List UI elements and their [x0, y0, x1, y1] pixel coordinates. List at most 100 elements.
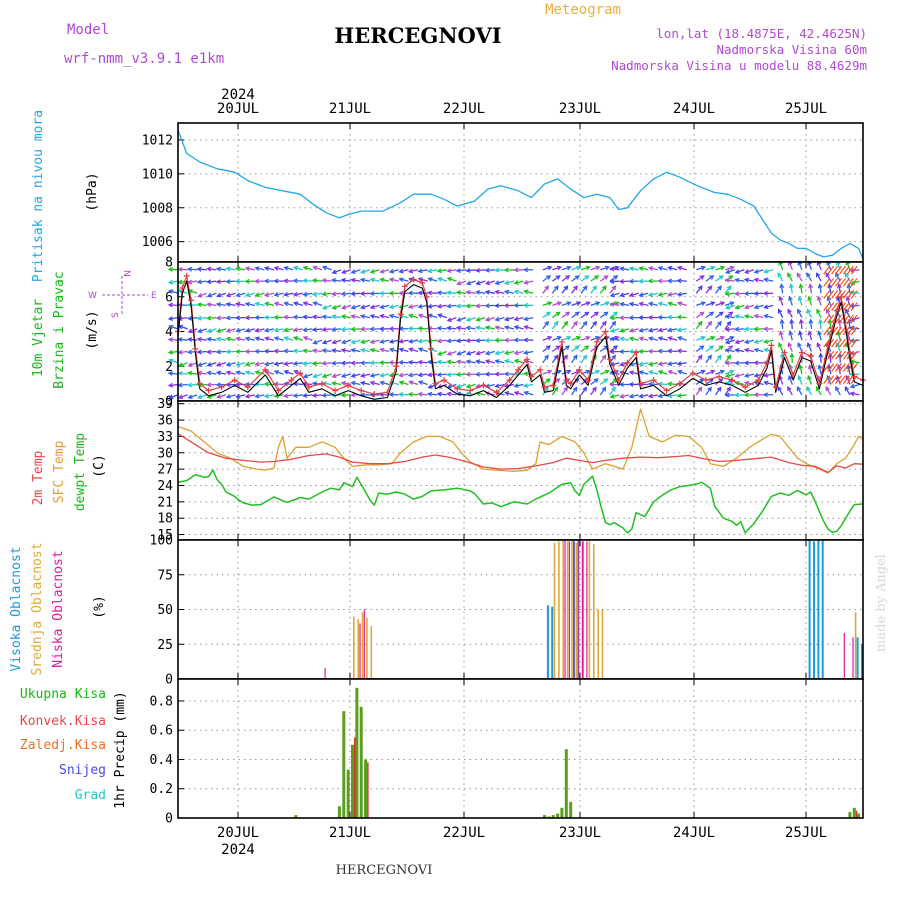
wind-arrow-head [522, 302, 528, 308]
wind-speed-marker [716, 373, 723, 380]
total-precip-bar [569, 801, 573, 818]
wind-arrow-head [710, 369, 716, 375]
wind-arrow-head [657, 314, 663, 320]
wind-arrow-head [292, 393, 298, 399]
wind-arrow [590, 301, 600, 307]
wind-arrow-head [273, 292, 279, 297]
precip-background [178, 679, 863, 818]
wind-arrow-head [638, 278, 644, 284]
wind-arrow [629, 328, 639, 332]
wind-arrow [380, 269, 390, 273]
wind-arrow-head [455, 371, 461, 377]
wind-arrow-head [743, 339, 750, 345]
wind-arrow-head [609, 361, 615, 367]
wind-arrow-head [584, 311, 590, 317]
wind-arrow [456, 304, 467, 308]
wind-arrow-head [609, 336, 615, 342]
wind-arrow-head [206, 266, 212, 272]
wind-arrow-head [576, 335, 582, 341]
wind-arrow-head [513, 289, 519, 295]
wind-arrow-head [523, 280, 529, 285]
wind-arrow-strong [827, 277, 835, 287]
wind-arrow-head [788, 295, 793, 301]
wind-arrow-head [340, 326, 346, 332]
wind-arrow-head [369, 339, 375, 344]
wind-arrow [274, 266, 284, 271]
wind-arrow-strong [838, 338, 846, 348]
wind-arrow-head [379, 372, 385, 378]
wind-arrow-head [676, 291, 682, 297]
wind-arrow [351, 279, 361, 282]
wind-arrow [476, 339, 486, 342]
wind-arrow [207, 280, 217, 283]
wind-arrow [284, 350, 294, 353]
wind-arrow-head [676, 314, 682, 320]
wind-arrow-strong [838, 326, 846, 336]
wind-arrow-head [744, 269, 750, 274]
wind-arrow [322, 349, 332, 353]
wind-arrow-head [807, 374, 812, 381]
wind-arrow [284, 383, 294, 386]
wind-arrow-head [484, 337, 490, 343]
wind-arrow [236, 292, 246, 297]
wind-arrow-head [292, 348, 298, 354]
wind-arrow [236, 267, 246, 271]
wind-arrow-strong [835, 326, 842, 336]
wind-tick-label: 2 [165, 360, 173, 375]
wind-arrow-head [763, 339, 769, 344]
wind-arrow-head [522, 337, 528, 343]
wind-arrow-head [379, 339, 385, 344]
wind-arrow [787, 309, 793, 318]
wind-arrow-head [522, 267, 528, 273]
wind-arrow-head [604, 301, 611, 306]
wind-arrow-head [849, 325, 855, 331]
wind-arrow [169, 359, 179, 364]
wind-arrow [303, 279, 313, 282]
wind-arrow [825, 386, 832, 396]
high-cloud-bar [861, 644, 863, 680]
wind-arrow-head [417, 313, 424, 319]
wind-arrow-head [647, 393, 654, 399]
wind-arrow-head [311, 360, 317, 366]
cloud-tick-label: 0 [165, 673, 173, 688]
wind-arrow-head [302, 278, 308, 284]
compass-east: E [151, 291, 157, 301]
wind-arrow [226, 394, 236, 398]
wind-arrow [437, 304, 447, 308]
cloud-tick-label: 75 [157, 568, 173, 583]
wind-speed-marker [345, 382, 352, 389]
wind-arrow-head [798, 330, 803, 336]
wind-arrow-strong [838, 350, 846, 360]
wind-arrow [514, 383, 524, 387]
wind-arrow-head [331, 304, 337, 310]
wind-arrow-head [700, 369, 706, 375]
wind-arrow-strong [850, 314, 858, 324]
wind-arrow [658, 383, 668, 386]
wind-arrow [514, 350, 524, 355]
wind-arrow [551, 387, 559, 396]
wind-arrow [226, 337, 236, 341]
wind-arrow-head [710, 301, 716, 306]
wind-speed-marker [790, 371, 797, 378]
mid-cloud-bar [361, 612, 364, 679]
wind-arrow-head [455, 268, 461, 273]
wind-arrow [552, 311, 560, 319]
wind-arrow [495, 269, 505, 271]
wind-arrow-strong [846, 265, 854, 275]
wind-arrow-head [341, 269, 347, 274]
wind-arrow [705, 355, 712, 364]
wind-arrow [677, 328, 687, 331]
wind-arrow [476, 350, 486, 355]
wind-arrow [571, 301, 581, 307]
wind-arrow [485, 360, 495, 364]
wind-arrow [437, 327, 447, 330]
wind-arrow-head [321, 314, 327, 320]
wind-arrow [677, 350, 687, 353]
wind-arrow [312, 328, 323, 331]
wind-arrow-head [340, 381, 346, 386]
wind-arrow-head [273, 278, 279, 284]
wind-arrow-head [609, 279, 615, 284]
wind-arrow [789, 331, 793, 341]
wind-arrow [456, 291, 467, 294]
top-date-label: 21JUL [329, 101, 371, 117]
